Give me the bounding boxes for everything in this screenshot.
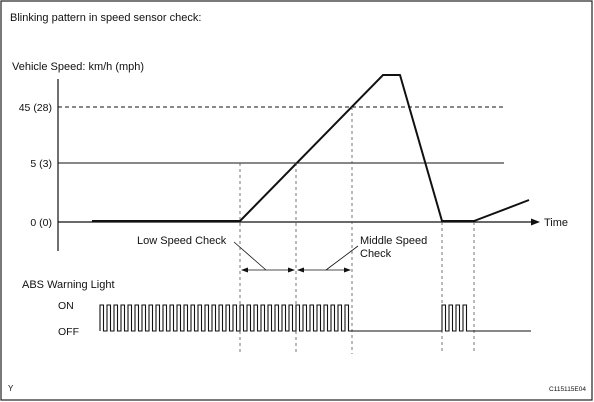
warning-on-label: ON [58,300,74,312]
figure-code: C115115E04 [549,386,586,393]
time-axis-label: Time [544,217,568,229]
level-45-label: 45 (28) [19,102,52,114]
level-5-label: 5 (3) [30,158,52,170]
middle-speed-check-leader [325,245,359,271]
low-speed-check-label: Low Speed Check [137,235,227,247]
event-guides [239,107,475,354]
middle-speed-check-label-line2: Check [360,248,392,260]
abs-warning-light-title: ABS Warning Light [22,279,115,291]
diagram-title: Blinking pattern in speed sensor check: [10,12,201,24]
footer-left-mark: Y [8,384,14,393]
warning-off-label: OFF [58,326,79,338]
vehicle-speed-curve [92,74,530,222]
abs-warning-light-signal [99,304,531,332]
level-0-label: 0 (0) [30,217,52,229]
low-speed-check-leader [233,241,267,271]
y-axis-title: Vehicle Speed: km/h (mph) [12,61,144,73]
low-speed-check-span [241,267,295,273]
time-axis-arrowhead [531,218,540,226]
middle-speed-check-span [297,267,351,273]
middle-speed-check-label-line1: Middle Speed [360,235,427,247]
